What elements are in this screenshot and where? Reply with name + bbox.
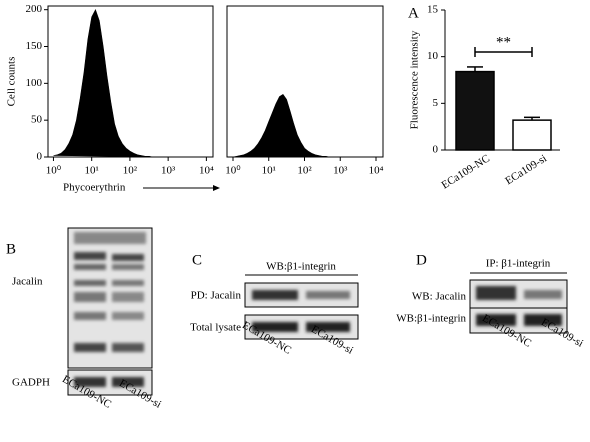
x-tick-label: ECa109-si [503, 153, 549, 188]
x-tick-label: 10² [123, 165, 138, 177]
row-label: Total lysate [190, 322, 241, 334]
x-tick-label: 10¹ [85, 165, 99, 177]
row-label: WB:β1-integrin [396, 313, 466, 325]
y-tick-label: 0 [433, 144, 439, 156]
y-tick-label: 15 [427, 4, 439, 16]
y-tick-label: 150 [26, 40, 43, 52]
x-axis-label: Phycoerythrin [63, 182, 126, 194]
x-tick-label: 10² [297, 165, 312, 177]
y-tick-label: 0 [37, 151, 43, 163]
arrow-head [213, 185, 220, 191]
histogram-area [53, 8, 169, 158]
panel-label: D [416, 252, 427, 268]
x-tick-label: 10¹ [262, 165, 276, 177]
x-tick-label: ECa109-NC [439, 153, 491, 192]
row-label: PD: Jacalin [191, 290, 242, 302]
significance: ** [496, 34, 511, 50]
bar [455, 70, 495, 151]
y-axis-label: Fluorescence intensity [409, 30, 421, 129]
blot-d: IP: β1-integrin WB: Jacalin WB:β1-integr… [396, 258, 585, 350]
x-tick-label: 10³ [161, 165, 176, 177]
panel-label: A [408, 5, 419, 21]
bands [74, 232, 146, 352]
x-tick-label: 10⁰ [225, 165, 241, 177]
x-tick-label: 10⁰ [46, 165, 62, 177]
panel-label: C [192, 252, 202, 268]
x-tick-label: 10³ [333, 165, 348, 177]
blot-c: WB:β1-integrin PD: Jacalin Total lysate … [190, 261, 359, 357]
x-tick-label: 10⁴ [199, 165, 214, 177]
y-tick-label: 5 [433, 97, 439, 109]
row-label: Jacalin [12, 276, 43, 288]
panel-label: B [6, 241, 16, 257]
y-tick-label: 10 [427, 50, 439, 62]
blot-header: WB:β1-integrin [266, 261, 336, 273]
plot-frame [226, 5, 384, 158]
row-label: WB: Jacalin [412, 291, 467, 303]
y-axis-label: Cell counts [6, 57, 18, 107]
y-tick-label: 100 [26, 77, 43, 89]
plot-frame [47, 5, 214, 158]
row-label: GADPH [12, 377, 50, 389]
bar [512, 119, 552, 151]
significance-bracket [474, 47, 533, 57]
blot-b: Jacalin GADPH ECa109-NC ECa109-si [12, 227, 163, 411]
blot-header: IP: β1-integrin [486, 258, 551, 270]
y-tick-label: 200 [26, 3, 43, 15]
y-tick-label: 50 [31, 114, 43, 126]
x-tick-label: 10⁴ [369, 165, 384, 177]
histogram-area [232, 93, 341, 158]
